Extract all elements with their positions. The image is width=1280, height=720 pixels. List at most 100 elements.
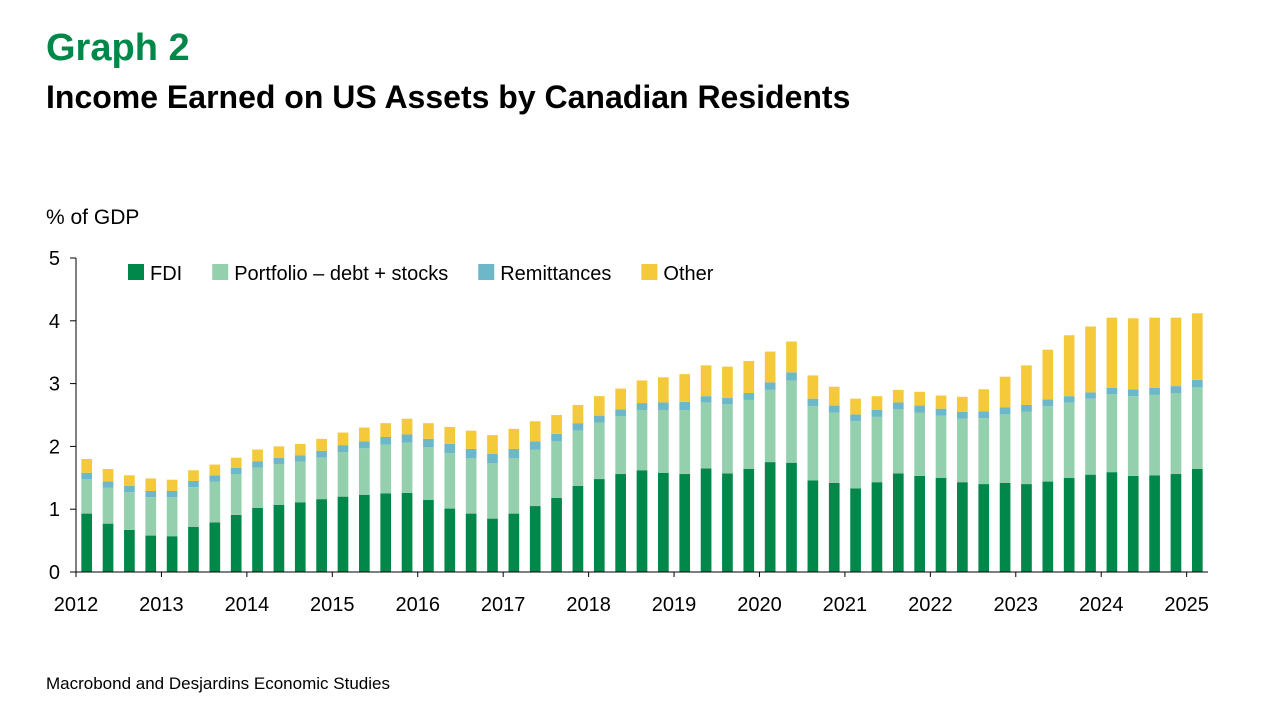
bar-segment-other xyxy=(294,443,306,456)
x-tick-label: 2025 xyxy=(1164,594,1209,616)
bar-segment-remittances xyxy=(828,405,840,413)
bar-segment-other xyxy=(316,438,327,451)
bar-segment-other xyxy=(359,427,370,442)
bar-segment-other xyxy=(914,391,925,406)
bar-segment-portfolio-debt-stocks xyxy=(786,380,797,463)
x-tick-label: 2023 xyxy=(994,594,1039,616)
bar-segment-remittances xyxy=(764,382,776,390)
bar-segment-other xyxy=(166,479,178,491)
bar-segment-portfolio-debt-stocks xyxy=(636,409,648,471)
bar-segment-portfolio-debt-stocks xyxy=(679,409,691,475)
bar-segment-remittances xyxy=(81,472,93,480)
bar-segment-remittances xyxy=(1170,386,1182,394)
bar-segment-remittances xyxy=(230,467,242,475)
bar-segment-remittances xyxy=(957,411,968,419)
bar-segment-remittances xyxy=(1063,396,1075,403)
bar-segment-fdi xyxy=(1106,472,1118,572)
chart-legend: FDI Portfolio – debt + stocks Remittances O… xyxy=(128,263,714,285)
bar-segment-other xyxy=(743,360,755,394)
bar-segment-other xyxy=(188,470,199,481)
legend-swatch xyxy=(212,264,229,280)
bar-segment-remittances xyxy=(722,398,733,405)
bar-segment-portfolio-debt-stocks xyxy=(871,416,883,483)
bar-segment-portfolio-debt-stocks xyxy=(978,418,990,485)
bar-segment-remittances xyxy=(102,481,114,488)
x-tick-label: 2016 xyxy=(395,594,440,616)
bar-segment-other xyxy=(209,464,221,476)
bar-segment-other xyxy=(1127,318,1139,390)
bar-segment-remittances xyxy=(359,441,370,449)
bar-segment-fdi xyxy=(529,506,541,572)
bar-segment-remittances xyxy=(743,393,755,400)
bar-segment-portfolio-debt-stocks xyxy=(166,497,178,537)
bar-segment-portfolio-debt-stocks xyxy=(935,415,947,478)
bar-segment-fdi xyxy=(81,513,93,572)
bar-segment-other xyxy=(423,423,434,439)
bar-segment-portfolio-debt-stocks xyxy=(337,452,349,497)
bar-segment-portfolio-debt-stocks xyxy=(722,404,733,474)
bar-segment-fdi xyxy=(1127,475,1139,572)
bar-segment-other xyxy=(636,380,648,404)
bar-segment-remittances xyxy=(658,402,669,410)
bar-segment-fdi xyxy=(593,479,605,572)
bar-segment-other xyxy=(935,395,947,409)
bar-segment-remittances xyxy=(1149,387,1160,395)
bar-segment-other xyxy=(1106,317,1118,388)
bar-segment-remittances xyxy=(294,455,306,462)
bar-segment-remittances xyxy=(188,480,199,488)
bar-segment-other xyxy=(380,423,392,437)
bar-segment-remittances xyxy=(337,445,349,453)
legend-swatch xyxy=(641,264,658,280)
bar-segment-other xyxy=(145,478,157,491)
bar-segment-portfolio-debt-stocks xyxy=(850,421,861,489)
bar-segment-fdi xyxy=(828,482,840,572)
bar-segment-remittances xyxy=(508,448,520,459)
bar-segment-fdi xyxy=(380,493,392,572)
bar-segment-other xyxy=(551,415,562,434)
bar-segment-portfolio-debt-stocks xyxy=(1021,411,1032,485)
bar-segment-other xyxy=(1191,313,1203,380)
bar-segment-portfolio-debt-stocks xyxy=(807,406,819,481)
bar-segment-fdi xyxy=(572,485,584,572)
bar-segment-portfolio-debt-stocks xyxy=(487,463,498,519)
bar-segment-other xyxy=(978,389,990,412)
graph-number-label: Graph 2 xyxy=(46,27,190,69)
x-tick-label: 2012 xyxy=(54,594,99,616)
bar-segment-other xyxy=(401,418,413,435)
bar-segment-portfolio-debt-stocks xyxy=(316,457,327,500)
bar-segment-remittances xyxy=(401,434,413,443)
bar-segment-fdi xyxy=(871,482,883,572)
bar-segment-other xyxy=(102,469,114,482)
x-tick-label: 2021 xyxy=(823,594,868,616)
bar-segment-portfolio-debt-stocks xyxy=(145,497,157,536)
bar-segment-fdi xyxy=(444,508,456,572)
bar-segment-portfolio-debt-stocks xyxy=(1127,396,1139,476)
bar-segment-other xyxy=(871,396,883,410)
bar-segment-fdi xyxy=(316,499,327,572)
bar-segment-fdi xyxy=(850,488,861,572)
bar-segment-portfolio-debt-stocks xyxy=(892,409,904,474)
bar-segment-other xyxy=(124,475,135,486)
bar-segment-fdi xyxy=(1191,469,1203,572)
bar-segment-fdi xyxy=(465,513,477,572)
bar-segment-portfolio-debt-stocks xyxy=(124,492,135,530)
y-axis: 0 1 2 3 4 5 xyxy=(49,248,76,584)
bar-segment-fdi xyxy=(423,499,434,572)
bar-segment-other xyxy=(1149,317,1160,388)
bar-segment-fdi xyxy=(807,480,819,572)
bar-segment-remittances xyxy=(124,485,135,493)
bar-segment-fdi xyxy=(935,477,947,572)
bar-segment-fdi xyxy=(658,472,669,572)
legend-item: Other xyxy=(641,263,714,285)
bar-segment-fdi xyxy=(124,529,135,572)
legend-item: Remittances xyxy=(478,263,611,285)
legend-swatch xyxy=(128,264,144,280)
bar-segment-fdi xyxy=(359,494,370,572)
bar-segment-other xyxy=(230,457,242,468)
bar-segment-portfolio-debt-stocks xyxy=(508,458,520,514)
bar-segment-remittances xyxy=(529,441,541,450)
bar-segment-remittances xyxy=(807,398,819,407)
bar-segment-other xyxy=(508,428,520,449)
bar-segment-remittances xyxy=(700,396,712,403)
